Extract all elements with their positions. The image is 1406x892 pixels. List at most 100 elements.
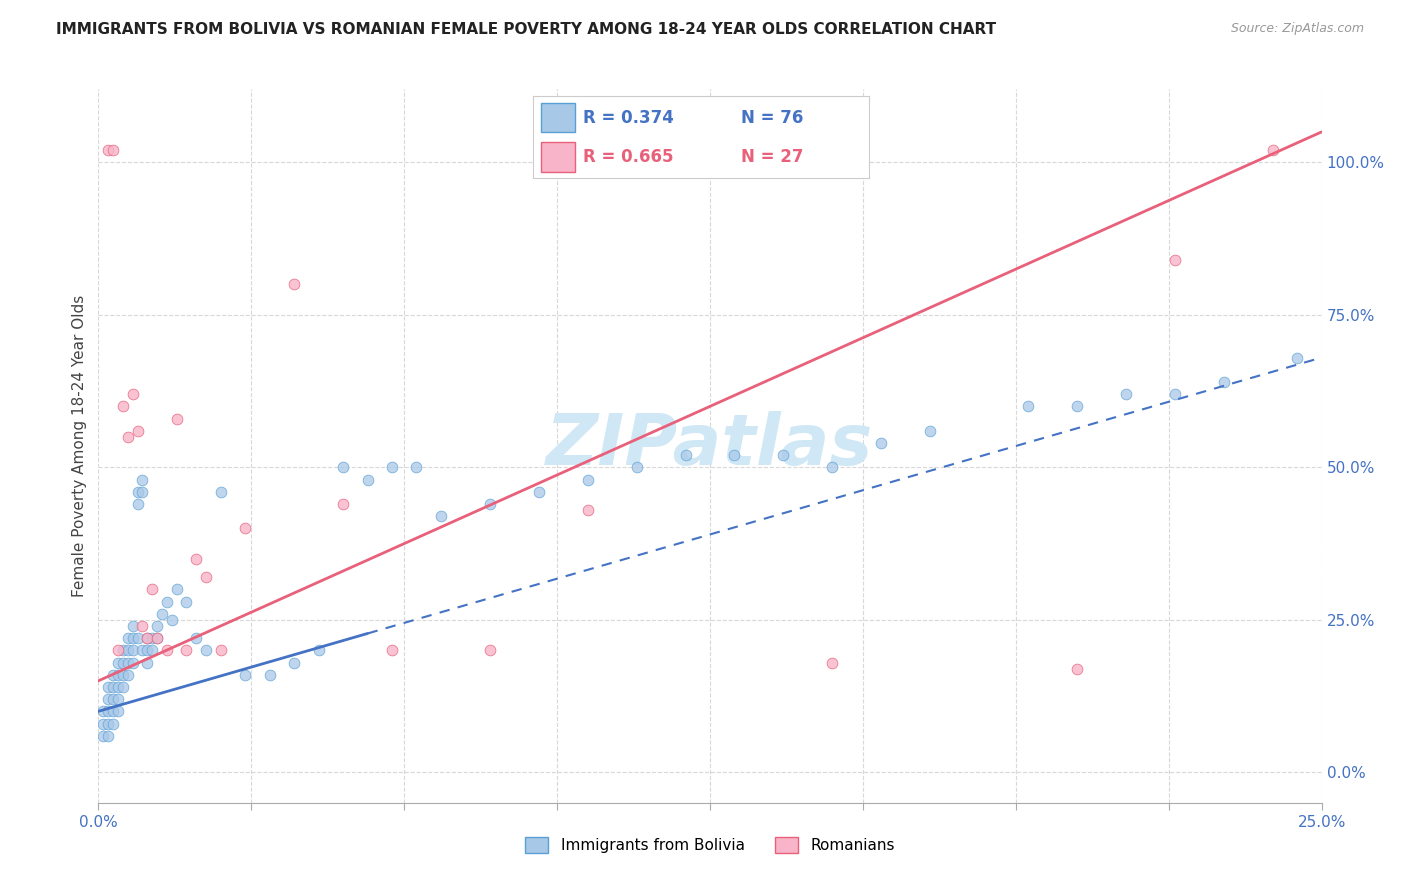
Point <box>121 643 143 657</box>
Point <box>870 436 893 450</box>
Point <box>146 631 169 645</box>
Point <box>1261 143 1284 157</box>
Point <box>101 143 124 157</box>
Point <box>127 631 149 645</box>
Point <box>821 460 844 475</box>
Point <box>117 430 139 444</box>
Text: IMMIGRANTS FROM BOLIVIA VS ROMANIAN FEMALE POVERTY AMONG 18-24 YEAR OLDS CORRELA: IMMIGRANTS FROM BOLIVIA VS ROMANIAN FEMA… <box>56 22 997 37</box>
Point <box>141 582 163 597</box>
Point <box>332 497 354 511</box>
Point <box>141 631 163 645</box>
Point <box>131 643 153 657</box>
Point <box>107 643 129 657</box>
Point <box>772 448 794 462</box>
Point <box>1066 400 1088 414</box>
Point <box>111 667 134 681</box>
Point <box>136 656 159 670</box>
Point <box>117 631 139 645</box>
Point <box>97 143 120 157</box>
Point <box>107 656 129 670</box>
Point <box>576 503 599 517</box>
Point <box>111 656 134 670</box>
Point <box>186 631 208 645</box>
Point <box>121 631 143 645</box>
Point <box>107 667 129 681</box>
Point <box>1164 252 1187 267</box>
Point <box>117 656 139 670</box>
Point <box>356 473 378 487</box>
Point <box>97 729 120 743</box>
Point <box>131 484 153 499</box>
Text: Source: ZipAtlas.com: Source: ZipAtlas.com <box>1230 22 1364 36</box>
Point <box>107 692 129 706</box>
Point <box>920 424 942 438</box>
Point <box>156 643 179 657</box>
Y-axis label: Female Poverty Among 18-24 Year Olds: Female Poverty Among 18-24 Year Olds <box>72 295 87 597</box>
Point <box>821 656 844 670</box>
Text: ZIPatlas: ZIPatlas <box>547 411 873 481</box>
Point <box>576 473 599 487</box>
Point <box>160 613 183 627</box>
Point <box>107 704 129 718</box>
Point <box>146 619 169 633</box>
Point <box>91 716 114 731</box>
Point <box>101 704 124 718</box>
Point <box>430 509 453 524</box>
Point <box>308 643 330 657</box>
Point <box>101 667 124 681</box>
Point <box>527 484 550 499</box>
Point <box>283 656 305 670</box>
Point <box>141 643 163 657</box>
Point <box>1286 351 1309 365</box>
Point <box>101 716 124 731</box>
Point <box>101 680 124 694</box>
Point <box>117 667 139 681</box>
Point <box>1017 400 1039 414</box>
Point <box>626 460 648 475</box>
Point <box>97 704 120 718</box>
Point <box>166 411 188 425</box>
Point <box>131 619 153 633</box>
Point <box>259 667 281 681</box>
Point <box>150 607 173 621</box>
Point <box>101 692 124 706</box>
Point <box>107 680 129 694</box>
Point <box>209 484 232 499</box>
Point <box>478 643 501 657</box>
Point <box>121 619 143 633</box>
Point <box>166 582 188 597</box>
Point <box>136 631 159 645</box>
Point <box>332 460 354 475</box>
Point <box>91 704 114 718</box>
Point <box>111 643 134 657</box>
Point <box>186 551 208 566</box>
Legend: Immigrants from Bolivia, Romanians: Immigrants from Bolivia, Romanians <box>519 831 901 859</box>
Point <box>97 680 120 694</box>
Point <box>195 643 218 657</box>
Point <box>117 643 139 657</box>
Point <box>156 594 179 608</box>
Point <box>195 570 218 584</box>
Point <box>381 460 404 475</box>
Point <box>176 643 198 657</box>
Point <box>121 387 143 401</box>
Point <box>1212 375 1234 389</box>
Point <box>1066 662 1088 676</box>
Point <box>405 460 427 475</box>
Point <box>209 643 232 657</box>
Point <box>97 692 120 706</box>
Point <box>233 667 256 681</box>
Point <box>146 631 169 645</box>
Point <box>176 594 198 608</box>
Point <box>1164 387 1187 401</box>
Point <box>136 643 159 657</box>
Point <box>381 643 404 657</box>
Point <box>121 656 143 670</box>
Point <box>136 631 159 645</box>
Point <box>97 716 120 731</box>
Point <box>111 680 134 694</box>
Point <box>111 400 134 414</box>
Point <box>91 729 114 743</box>
Point <box>675 448 697 462</box>
Point <box>283 277 305 292</box>
